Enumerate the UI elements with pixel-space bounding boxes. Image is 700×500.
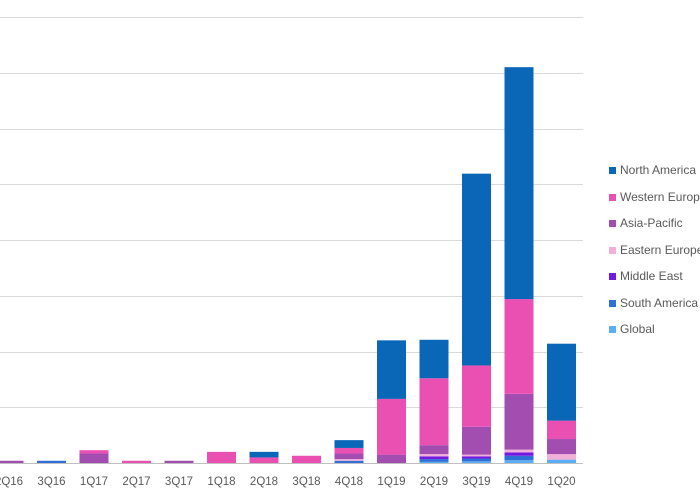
bar-segment xyxy=(462,426,491,455)
legend-swatch xyxy=(609,299,616,307)
x-tick-label: 3Q17 xyxy=(165,476,193,488)
bar-segment xyxy=(504,393,534,450)
x-tick-label: 4Q18 xyxy=(335,476,363,488)
bar-segment xyxy=(249,457,279,463)
bar-stack xyxy=(462,173,491,463)
bar-segment xyxy=(79,453,109,463)
legend-label: Western Europe xyxy=(620,189,700,204)
bar-segment xyxy=(419,339,449,379)
bar-segment xyxy=(504,455,534,461)
bar-segment xyxy=(0,460,24,463)
bar-stack xyxy=(37,460,66,463)
bar-segment xyxy=(334,459,364,461)
bar-stack xyxy=(419,339,449,463)
bar-stacks xyxy=(0,67,576,463)
x-tick-label: 3Q16 xyxy=(37,476,65,488)
x-tick-label: 2Q16 xyxy=(0,476,23,488)
gridlines xyxy=(0,17,583,464)
bar-segment xyxy=(377,454,406,463)
legend-swatch xyxy=(609,246,616,254)
legend-label: Asia-Pacific xyxy=(620,216,683,230)
bar-segment xyxy=(122,460,151,463)
x-tick-label: 3Q19 xyxy=(462,476,490,488)
bar-stack xyxy=(0,460,24,463)
bar-stack xyxy=(122,460,151,463)
bar-segment xyxy=(334,440,364,448)
bar-segment xyxy=(377,398,406,455)
x-tick-label: 3Q18 xyxy=(292,476,320,488)
legend-label: Global xyxy=(620,322,655,336)
bar-segment xyxy=(37,460,66,463)
bar-stack xyxy=(164,460,194,463)
bar-segment xyxy=(419,454,449,457)
bar-segment xyxy=(334,460,364,463)
bar-segment xyxy=(419,378,449,446)
legend-label: South America xyxy=(620,295,699,310)
bar-segment xyxy=(292,455,321,463)
x-axis-tick-labels: 2Q16 3Q16 1Q17 2Q17 3Q17 1Q18 2Q18 3Q18 4Q18 1Q19… xyxy=(0,476,576,488)
bar-segment xyxy=(79,450,109,454)
bar-segment xyxy=(547,343,576,421)
bar-segment xyxy=(504,299,534,394)
bar-segment xyxy=(377,340,406,399)
legend-swatch xyxy=(609,326,616,333)
legend-label: Eastern Europe xyxy=(620,242,700,257)
bar-segment xyxy=(547,420,576,440)
bar-segment xyxy=(249,451,279,458)
bar-stack xyxy=(377,340,406,463)
bar-stack xyxy=(547,343,576,463)
bar-stack xyxy=(79,450,109,463)
x-tick-label: 2Q18 xyxy=(250,476,278,488)
x-tick-label: 1Q20 xyxy=(547,476,575,488)
bar-segment xyxy=(334,453,364,460)
bar-stack xyxy=(207,451,236,463)
bar-segment xyxy=(207,451,236,463)
legend-swatch xyxy=(609,220,616,227)
legend-swatch xyxy=(609,273,616,280)
bar-stack xyxy=(292,455,321,463)
legend-swatch xyxy=(609,167,616,174)
bar-segment xyxy=(462,173,491,366)
bar-segment xyxy=(547,459,576,463)
bar-segment xyxy=(504,67,534,300)
bar-segment xyxy=(419,461,449,463)
bar-segment xyxy=(462,458,491,462)
legend-label: North America xyxy=(620,163,697,177)
bar-segment xyxy=(419,445,449,455)
x-tick-label: 4Q19 xyxy=(505,476,533,488)
legend-label: Middle East xyxy=(620,269,683,283)
legend-swatch xyxy=(609,193,616,201)
bar-stack xyxy=(334,440,364,463)
x-tick-label: 1Q17 xyxy=(80,476,108,488)
bar-segment xyxy=(504,452,534,456)
bar-segment xyxy=(504,449,534,453)
bar-segment xyxy=(547,454,576,460)
bar-segment xyxy=(462,365,491,427)
bar-segment xyxy=(462,461,491,463)
x-tick-label: 1Q18 xyxy=(207,476,235,488)
x-tick-label: 1Q19 xyxy=(377,476,405,488)
bar-segment xyxy=(164,460,194,463)
bar-segment xyxy=(334,447,364,454)
bar-segment xyxy=(419,459,449,462)
bar-stack xyxy=(249,451,279,463)
x-tick-label: 2Q19 xyxy=(420,476,448,488)
bar-segment xyxy=(462,456,491,459)
bar-segment xyxy=(504,460,534,463)
bar-stack xyxy=(504,67,534,463)
bar-segment xyxy=(419,456,449,460)
x-tick-label: 2Q17 xyxy=(122,476,150,488)
bar-segment xyxy=(547,439,576,455)
bar-segment xyxy=(462,454,491,457)
